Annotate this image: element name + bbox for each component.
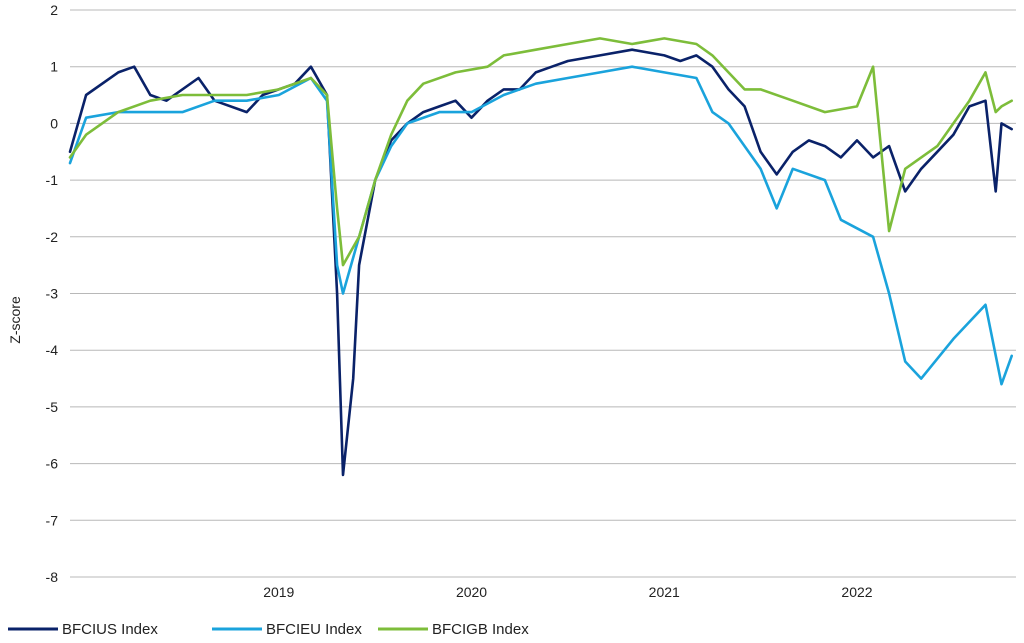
y-tick-label: -5 xyxy=(46,399,59,415)
x-tick-label: 2019 xyxy=(263,584,294,600)
y-tick-label: -3 xyxy=(46,286,59,302)
legend-label: BFCIUS Index xyxy=(62,621,158,638)
y-tick-labels: 2 1 0 -1 -2 -3 -4 -5 -6 -7 -8 xyxy=(46,2,59,585)
y-axis-title: Z-score xyxy=(7,296,23,344)
y-tick-label: -8 xyxy=(46,569,59,585)
series-line-1 xyxy=(68,48,1014,477)
legend-label: BFCIGB Index xyxy=(432,621,529,638)
y-tick-label: -4 xyxy=(46,342,59,358)
series-line-3 xyxy=(68,37,1014,267)
y-tick-label: 0 xyxy=(50,115,58,131)
series-lines xyxy=(68,37,1014,477)
y-tick-label: -1 xyxy=(46,172,59,188)
x-tick-label: 2022 xyxy=(841,584,872,600)
y-tick-label: 1 xyxy=(50,59,58,75)
y-tick-label: -7 xyxy=(46,512,59,528)
x-tick-label: 2020 xyxy=(456,584,487,600)
legend-label: BFCIEU Index xyxy=(266,621,362,638)
y-tick-label: -2 xyxy=(46,229,59,245)
x-tick-labels: 20192020202120222023 xyxy=(263,584,873,600)
x-tick-label: 2021 xyxy=(649,584,680,600)
y-tick-label: -6 xyxy=(46,456,59,472)
legend: BFCIUS Index BFCIEU Index BFCIGB Index xyxy=(8,621,529,638)
series-line-2 xyxy=(68,65,1014,386)
gridlines xyxy=(70,9,1016,578)
y-tick-label: 2 xyxy=(50,2,58,18)
